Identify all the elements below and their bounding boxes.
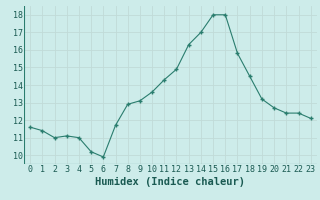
X-axis label: Humidex (Indice chaleur): Humidex (Indice chaleur) — [95, 177, 245, 187]
